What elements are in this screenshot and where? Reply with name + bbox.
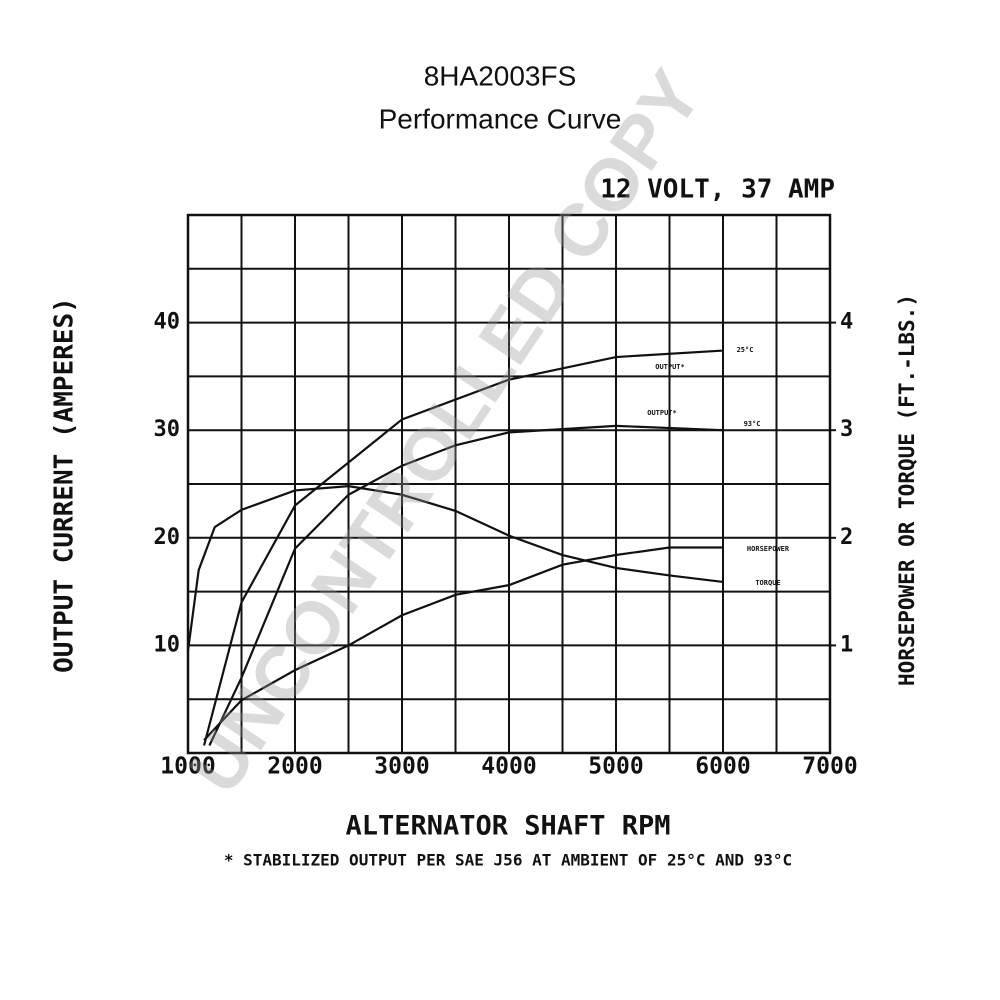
x-axis-label: ALTERNATOR SHAFT RPM xyxy=(345,811,670,842)
x-tick-label: 2000 xyxy=(267,754,322,780)
grid xyxy=(187,215,831,753)
y-tick-label: 20 xyxy=(154,525,181,550)
curve-label: HORSEPOWER xyxy=(747,545,790,553)
curve-label: TORQUE xyxy=(755,579,780,587)
x-tick-label: 5000 xyxy=(588,754,643,780)
curve-temp-label: 93°C xyxy=(744,420,761,428)
x-tick-label: 1000 xyxy=(160,754,215,780)
line xyxy=(202,349,724,746)
watermark: UNCONTROLLED COPY xyxy=(173,56,718,808)
x-tick-label: 6000 xyxy=(695,754,750,780)
y2-tick-label: 3 xyxy=(840,417,853,442)
chart-title: 8HA2003FS xyxy=(424,60,577,91)
y-axis-label: OUTPUT CURRENT (AMPERES) xyxy=(50,297,80,673)
y2-tick-label: 1 xyxy=(840,632,853,657)
curve-label: OUTPUT* xyxy=(655,363,685,371)
y2-tick-label: 2 xyxy=(840,525,853,550)
curve-temp-label: 25°C xyxy=(737,346,754,354)
line xyxy=(208,424,724,746)
rating-label: 12 VOLT, 37 AMP xyxy=(600,175,835,205)
x-tick-label: 4000 xyxy=(481,754,536,780)
y-tick-label: 40 xyxy=(154,310,181,335)
line xyxy=(186,485,724,651)
x-tick-label: 3000 xyxy=(374,754,429,780)
footnote: * STABILIZED OUTPUT PER SAE J56 AT AMBIE… xyxy=(224,851,792,870)
y2-tick-label: 4 xyxy=(840,310,853,335)
x-tick-label: 7000 xyxy=(802,754,857,780)
line xyxy=(203,546,723,741)
y-tick-label: 30 xyxy=(154,417,181,442)
y-tick-label: 10 xyxy=(154,632,181,657)
y2-axis-label: HORSEPOWER OR TORQUE (FT.-LBS.) xyxy=(895,294,919,686)
chart-subtitle: Performance Curve xyxy=(379,103,622,134)
curve-label: OUTPUT* xyxy=(647,409,677,417)
